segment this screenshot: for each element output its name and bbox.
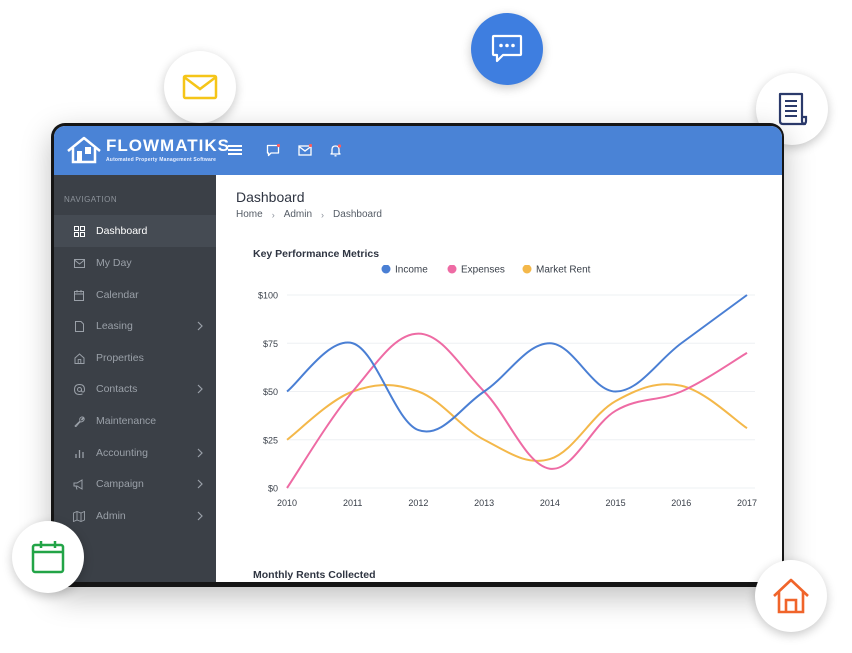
breadcrumb-admin[interactable]: Admin bbox=[283, 209, 313, 220]
sidebar-item-label: Contacts bbox=[96, 383, 138, 395]
home-icon bbox=[73, 352, 85, 364]
megaphone-icon bbox=[73, 478, 85, 490]
sidebar-item-label: Accounting bbox=[96, 447, 148, 459]
series-line-income bbox=[286, 294, 748, 433]
x-tick-label: 2015 bbox=[606, 498, 626, 508]
legend-marker bbox=[447, 265, 457, 274]
legend-marker bbox=[522, 265, 532, 274]
brand-tagline: Automated Property Management Software bbox=[106, 157, 217, 163]
x-tick-label: 2011 bbox=[343, 498, 362, 508]
sidebar-item-calendar[interactable]: Calendar bbox=[54, 279, 216, 311]
sidebar-item-campaign[interactable]: Campaign bbox=[54, 468, 216, 500]
map-icon bbox=[73, 510, 85, 522]
sidebar-item-maintenance[interactable]: Maintenance bbox=[54, 405, 216, 437]
mail-float-icon[interactable] bbox=[164, 51, 236, 123]
legend-label[interactable]: Income bbox=[395, 265, 428, 276]
sidebar-item-contacts[interactable]: Contacts bbox=[54, 373, 216, 405]
sidebar-item-label: My Day bbox=[96, 257, 132, 269]
brand-logo[interactable]: FLOWMATIKS Automated Property Management… bbox=[66, 135, 230, 165]
house-logo-icon bbox=[67, 136, 101, 164]
bell-icon[interactable] bbox=[326, 141, 344, 159]
menu-icon[interactable] bbox=[226, 141, 244, 159]
sidebar-item-label: Properties bbox=[96, 352, 144, 364]
calendar-icon bbox=[73, 289, 85, 301]
envelope-icon bbox=[73, 257, 85, 269]
legend-label[interactable]: Market Rent bbox=[536, 265, 591, 276]
home-float-icon[interactable] bbox=[755, 560, 827, 632]
y-tick-label: $75 bbox=[263, 339, 278, 349]
at-icon bbox=[73, 383, 85, 395]
grid-icon bbox=[73, 225, 85, 237]
sidebar: NAVIGATION Dashboard My Day Calendar Lea… bbox=[54, 175, 216, 582]
sidebar-item-properties[interactable]: Properties bbox=[54, 342, 216, 374]
top-bar: FLOWMATIKS Automated Property Management… bbox=[54, 126, 782, 175]
chevron-right-icon bbox=[197, 448, 203, 458]
page-title: Dashboard bbox=[236, 189, 305, 205]
breadcrumb-current: Dashboard bbox=[333, 209, 382, 220]
sidebar-item-accounting[interactable]: Accounting bbox=[54, 437, 216, 469]
document-icon bbox=[73, 320, 85, 332]
nav-heading: NAVIGATION bbox=[64, 195, 118, 204]
legend-label[interactable]: Expenses bbox=[461, 265, 505, 276]
rents-card-title: Monthly Rents Collected bbox=[253, 569, 376, 581]
series-line-market-rent bbox=[286, 383, 748, 462]
brand-name: FLOWMATIKS bbox=[106, 136, 230, 155]
chat-icon[interactable] bbox=[264, 141, 282, 159]
sidebar-item-label: Campaign bbox=[96, 478, 144, 490]
x-tick-label: 2013 bbox=[474, 498, 494, 508]
sidebar-item-label: Admin bbox=[96, 510, 126, 522]
legend-marker bbox=[381, 265, 391, 274]
series-line-expenses bbox=[286, 332, 748, 489]
y-tick-label: $100 bbox=[258, 291, 278, 301]
wrench-icon bbox=[73, 415, 85, 427]
envelope-icon bbox=[182, 74, 218, 100]
app-screen: FLOWMATIKS Automated Property Management… bbox=[54, 126, 782, 582]
chevron-right-icon: › bbox=[271, 209, 275, 220]
chevron-right-icon bbox=[197, 511, 203, 521]
sidebar-item-label: Calendar bbox=[96, 289, 139, 301]
chevron-right-icon: › bbox=[321, 209, 325, 220]
breadcrumb-home[interactable]: Home bbox=[236, 209, 263, 220]
y-tick-label: $50 bbox=[263, 387, 278, 397]
sidebar-item-leasing[interactable]: Leasing bbox=[54, 310, 216, 342]
y-tick-label: $0 bbox=[268, 484, 278, 494]
x-tick-label: 2014 bbox=[540, 498, 560, 508]
calendar-icon bbox=[31, 541, 65, 574]
x-tick-label: 2017 bbox=[737, 498, 757, 508]
x-tick-label: 2010 bbox=[277, 498, 297, 508]
chat-bubble-icon bbox=[491, 34, 523, 63]
y-tick-label: $25 bbox=[263, 435, 278, 445]
bar-chart-icon bbox=[73, 447, 85, 459]
mail-icon[interactable] bbox=[296, 141, 314, 159]
chevron-right-icon bbox=[197, 321, 203, 331]
home-icon bbox=[773, 578, 809, 614]
sidebar-item-dashboard[interactable]: Dashboard bbox=[54, 215, 216, 247]
document-icon bbox=[778, 92, 808, 126]
sidebar-item-label: Leasing bbox=[96, 320, 133, 332]
chevron-right-icon bbox=[197, 479, 203, 489]
x-tick-label: 2016 bbox=[671, 498, 691, 508]
kpi-card-title: Key Performance Metrics bbox=[253, 248, 380, 260]
chat-float-icon[interactable] bbox=[471, 13, 543, 85]
x-tick-label: 2012 bbox=[408, 498, 428, 508]
main-content: Dashboard Home › Admin › Dashboard Key P… bbox=[216, 175, 782, 582]
breadcrumb: Home › Admin › Dashboard bbox=[236, 209, 382, 220]
sidebar-item-my-day[interactable]: My Day bbox=[54, 247, 216, 279]
sidebar-item-admin[interactable]: Admin bbox=[54, 500, 216, 532]
chevron-right-icon bbox=[197, 384, 203, 394]
kpi-line-chart: $0 $25 $50 $75 $100 2010 2011 2012 2013 2014 2015… bbox=[258, 265, 757, 508]
calendar-float-icon[interactable] bbox=[12, 521, 84, 593]
sidebar-item-label: Maintenance bbox=[96, 415, 157, 427]
sidebar-item-label: Dashboard bbox=[96, 225, 148, 237]
